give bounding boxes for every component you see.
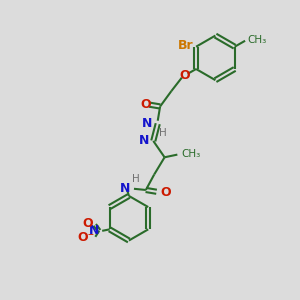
Text: H: H [159,128,167,138]
Text: O: O [160,186,171,199]
Text: N: N [142,117,152,130]
Text: CH₃: CH₃ [247,35,266,45]
Text: Br: Br [178,39,193,52]
Text: O: O [179,69,190,82]
Text: N: N [89,224,99,237]
Text: N: N [120,182,130,195]
Text: H: H [132,174,140,184]
Text: N: N [139,134,149,147]
Text: O: O [82,217,93,230]
Text: CH₃: CH₃ [181,149,200,159]
Text: O⁻: O⁻ [77,231,94,244]
Text: O: O [140,98,151,111]
